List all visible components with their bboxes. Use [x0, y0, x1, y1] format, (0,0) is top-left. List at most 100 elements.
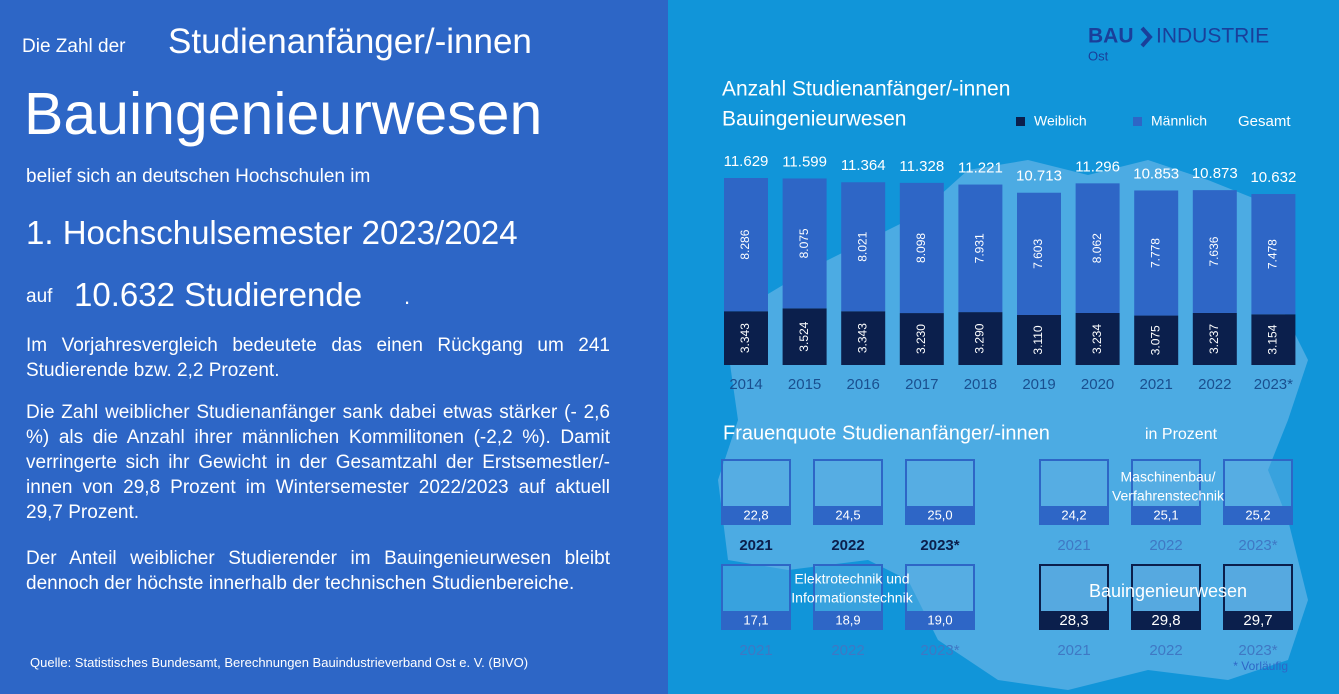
- intro: Die Zahl der: [22, 36, 126, 57]
- quota-strip: [814, 611, 882, 629]
- bar-segment: [1075, 183, 1120, 313]
- bar-segment: [1251, 194, 1296, 315]
- total-label: 10.713: [1016, 168, 1062, 185]
- subject: Studienanfänger/-innen: [168, 22, 532, 61]
- total-label: 11.296: [1075, 158, 1120, 175]
- auf: auf: [26, 286, 53, 307]
- logo-ost: Ost: [1088, 48, 1109, 63]
- legend-swatch: [1016, 117, 1025, 126]
- x-tick-label: 2020: [1081, 376, 1114, 393]
- value-label: 3.343: [738, 323, 752, 353]
- footnote: * Vorläufig: [1233, 659, 1288, 673]
- quota-value: 17,1: [743, 612, 768, 627]
- bar-segment: [1075, 312, 1120, 365]
- logo-chevron: [1140, 26, 1153, 48]
- x-tick-label: 2017: [905, 376, 938, 393]
- bar-segment: [841, 311, 886, 365]
- total-label: 11.328: [899, 158, 944, 175]
- paragraph: Der Anteil weiblicher Studierender im Ba…: [26, 548, 610, 594]
- quota-value: 24,5: [835, 507, 860, 522]
- x-tick-label: 2021: [1140, 376, 1173, 393]
- x-tick-label: 2022: [1198, 376, 1231, 393]
- quota-strip: [906, 506, 974, 524]
- quota-value: 24,2: [1061, 507, 1086, 522]
- quota-strip: [1040, 506, 1108, 524]
- quota-year: 2023*: [920, 537, 959, 554]
- quota-value: 28,3: [1059, 612, 1088, 629]
- value-label: 3.075: [1148, 325, 1162, 355]
- total-label: 11.599: [782, 153, 827, 170]
- quota-value: 29,8: [1151, 612, 1180, 629]
- x-tick-label: 2014: [729, 376, 762, 393]
- group-name: Verfahrenstechnik: [1112, 488, 1225, 504]
- quota-year: 2021: [1057, 642, 1090, 659]
- x-tick-label: 2016: [847, 376, 880, 393]
- bar-segment: [1017, 314, 1061, 365]
- bar-segment: [1134, 315, 1179, 365]
- value-label: 8.075: [797, 228, 811, 258]
- bar-segment: [782, 308, 827, 365]
- value-label: 7.603: [1031, 239, 1045, 269]
- bar-segment: [782, 178, 827, 309]
- quota-strip: [1132, 506, 1200, 524]
- dot: .: [404, 284, 411, 309]
- value-label: 7.778: [1148, 238, 1162, 268]
- quota-strip: [906, 611, 974, 629]
- quota-value: 19,0: [927, 612, 952, 627]
- quota-strip: [1224, 611, 1292, 629]
- text-panel: Die Zahl der Studienanfänger/-innen Baui…: [0, 0, 668, 694]
- chart-subtitle: Bauingenieurwesen: [722, 108, 906, 131]
- quota-value: 22,8: [743, 507, 768, 522]
- legend-label: Gesamt: [1238, 113, 1291, 130]
- legend-label: Männlich: [1151, 113, 1207, 129]
- quota-value: 18,9: [835, 612, 860, 627]
- quota-year: 2022: [831, 537, 864, 554]
- x-tick-label: 2023*: [1254, 376, 1293, 393]
- quota-strip: [1224, 506, 1292, 524]
- quota-strip: [722, 506, 790, 524]
- count: 10.632 Studierende: [74, 276, 363, 313]
- quota-year: 2021: [1057, 537, 1090, 554]
- value-label: 8.286: [738, 229, 752, 259]
- bar-segment: [841, 182, 886, 312]
- bar-segment: [899, 182, 944, 314]
- total-label: 11.364: [841, 157, 886, 174]
- total-label: 11.221: [958, 160, 1003, 177]
- x-tick-label: 2015: [788, 376, 821, 393]
- value-label: 3.524: [797, 321, 811, 351]
- group-name: Bauingenieurwesen: [1089, 581, 1247, 601]
- value-label: 7.636: [1207, 236, 1221, 266]
- bar-segment: [1251, 314, 1296, 365]
- section-title: Frauenquote Studienanfänger/-innen: [723, 422, 1050, 444]
- bar-segment: [958, 312, 1003, 365]
- quota-year: 2023*: [1238, 537, 1277, 554]
- total-label: 11.629: [724, 153, 769, 170]
- value-label: 8.021: [855, 231, 869, 261]
- semester: 1. Hochschulsemester 2023/2024: [26, 214, 518, 251]
- group-name: Elektrotechnik und: [794, 571, 909, 587]
- total-label: 10.632: [1250, 169, 1296, 186]
- bar-segment: [724, 178, 768, 312]
- paragraph: Im Vorjahresvergleich bedeutete das eine…: [26, 335, 610, 381]
- logo-industrie: INDUSTRIE: [1156, 25, 1269, 48]
- bar-segment: [1134, 190, 1179, 316]
- quota-year: 2021: [739, 537, 772, 554]
- quota-value: 25,0: [927, 507, 952, 522]
- value-label: 3.230: [914, 324, 928, 354]
- logo-bau: BAU: [1088, 25, 1134, 48]
- bar-segment: [899, 313, 944, 365]
- value-label: 3.290: [973, 323, 987, 353]
- bar-segment: [1192, 190, 1237, 313]
- chart-panel: BAU INDUSTRIE Ost Anzahl Studienanfänger…: [718, 25, 1308, 690]
- quota-year: 2021: [739, 642, 772, 659]
- total-label: 10.853: [1133, 165, 1179, 182]
- value-label: 3.154: [1266, 324, 1280, 354]
- total-label: 10.873: [1192, 165, 1238, 182]
- value-label: 3.110: [1031, 325, 1045, 354]
- value-label: 7.478: [1266, 239, 1280, 269]
- value-label: 3.343: [855, 323, 869, 353]
- value-label: 8.098: [914, 233, 928, 263]
- x-tick-label: 2018: [964, 376, 997, 393]
- value-label: 3.234: [1090, 324, 1104, 354]
